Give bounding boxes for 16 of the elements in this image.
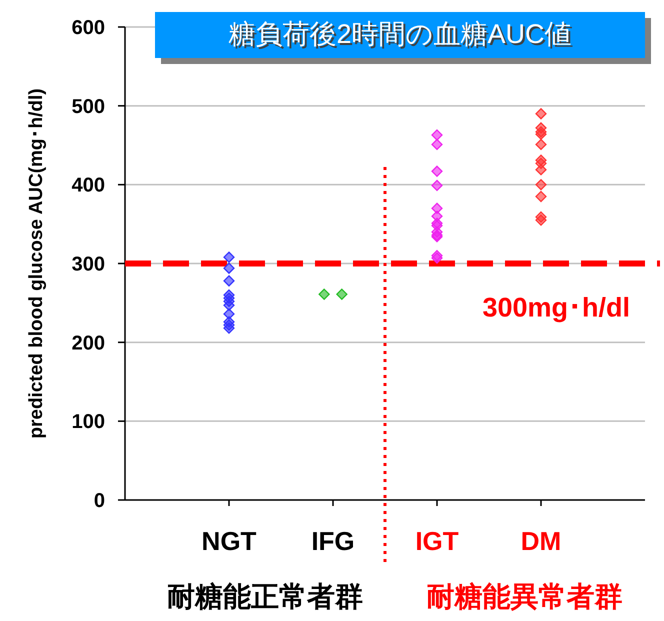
y-tick-label: 0 bbox=[94, 490, 105, 512]
y-tick-label: 100 bbox=[72, 411, 105, 434]
x-tick-label: IFG bbox=[311, 526, 355, 556]
x-tick-label: NGT bbox=[202, 526, 257, 556]
chart-title: 糖負荷後2時間の血糖AUC値 bbox=[230, 21, 574, 51]
y-tick-label: 300 bbox=[72, 254, 105, 276]
text: 耐糖能正常者群 bbox=[167, 581, 363, 612]
y-tick-label: 400 bbox=[72, 174, 105, 197]
ref-line-label: 300mg･h/dl bbox=[482, 292, 630, 322]
text: 耐糖能異常者群 bbox=[426, 581, 622, 612]
y-tick-label: 500 bbox=[72, 96, 105, 118]
y-tick-label: 200 bbox=[72, 332, 105, 354]
x-tick-label: IGT bbox=[415, 526, 459, 556]
x-tick-label: DM bbox=[520, 526, 562, 556]
y-tick-label: 600 bbox=[72, 17, 105, 39]
y-axis-title: predicted blood glucose AUC(mg･h/dl) bbox=[26, 88, 47, 439]
